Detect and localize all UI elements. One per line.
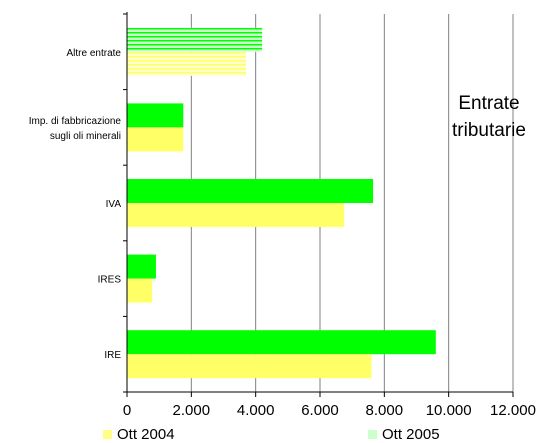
bars xyxy=(127,27,436,379)
bar-ott2005 xyxy=(127,103,184,128)
legend-label: Ott 2005 xyxy=(382,426,440,443)
category-label: IRE xyxy=(104,350,121,361)
category-label: sugli oli minerali xyxy=(50,131,121,142)
x-tick-label: 12.000 xyxy=(490,402,536,419)
x-tick-label: 2.000 xyxy=(173,402,211,419)
bar-ott2004 xyxy=(127,51,247,76)
category-label: IRES xyxy=(98,275,122,286)
category-label: Altre entrate xyxy=(67,48,122,59)
category-label: Imp. di fabbricazione xyxy=(29,116,122,127)
category-label: IVA xyxy=(106,199,122,210)
x-tick-label: 0 xyxy=(123,402,131,419)
chart-title: Entrate tributarie xyxy=(452,93,526,141)
bar-ott2005 xyxy=(127,330,436,355)
bar-ott2004 xyxy=(127,278,153,303)
axes xyxy=(123,12,514,397)
bar-ott2004 xyxy=(127,354,372,379)
x-tick-label: 6.000 xyxy=(301,402,339,419)
legend: Ott 2004 Ott 2005 xyxy=(103,426,440,443)
bar-ott2004 xyxy=(127,203,345,227)
legend-label: Ott 2004 xyxy=(117,426,175,443)
labels: Altre entrate Imp. di fabbricazione sugli … xyxy=(29,48,536,419)
chart-title-line: tributarie xyxy=(452,120,526,141)
bar-ott2004 xyxy=(127,127,184,152)
x-tick-label: 8.000 xyxy=(366,402,404,419)
bar-ott2005 xyxy=(127,254,156,279)
bar-ott2005 xyxy=(127,27,263,52)
x-tick-label: 4.000 xyxy=(237,402,275,419)
legend-swatch xyxy=(103,430,112,439)
bar-ott2005 xyxy=(127,179,374,203)
legend-swatch xyxy=(368,430,377,439)
chart-title-line: Entrate xyxy=(458,93,519,114)
x-tick-label: 10.000 xyxy=(426,402,472,419)
